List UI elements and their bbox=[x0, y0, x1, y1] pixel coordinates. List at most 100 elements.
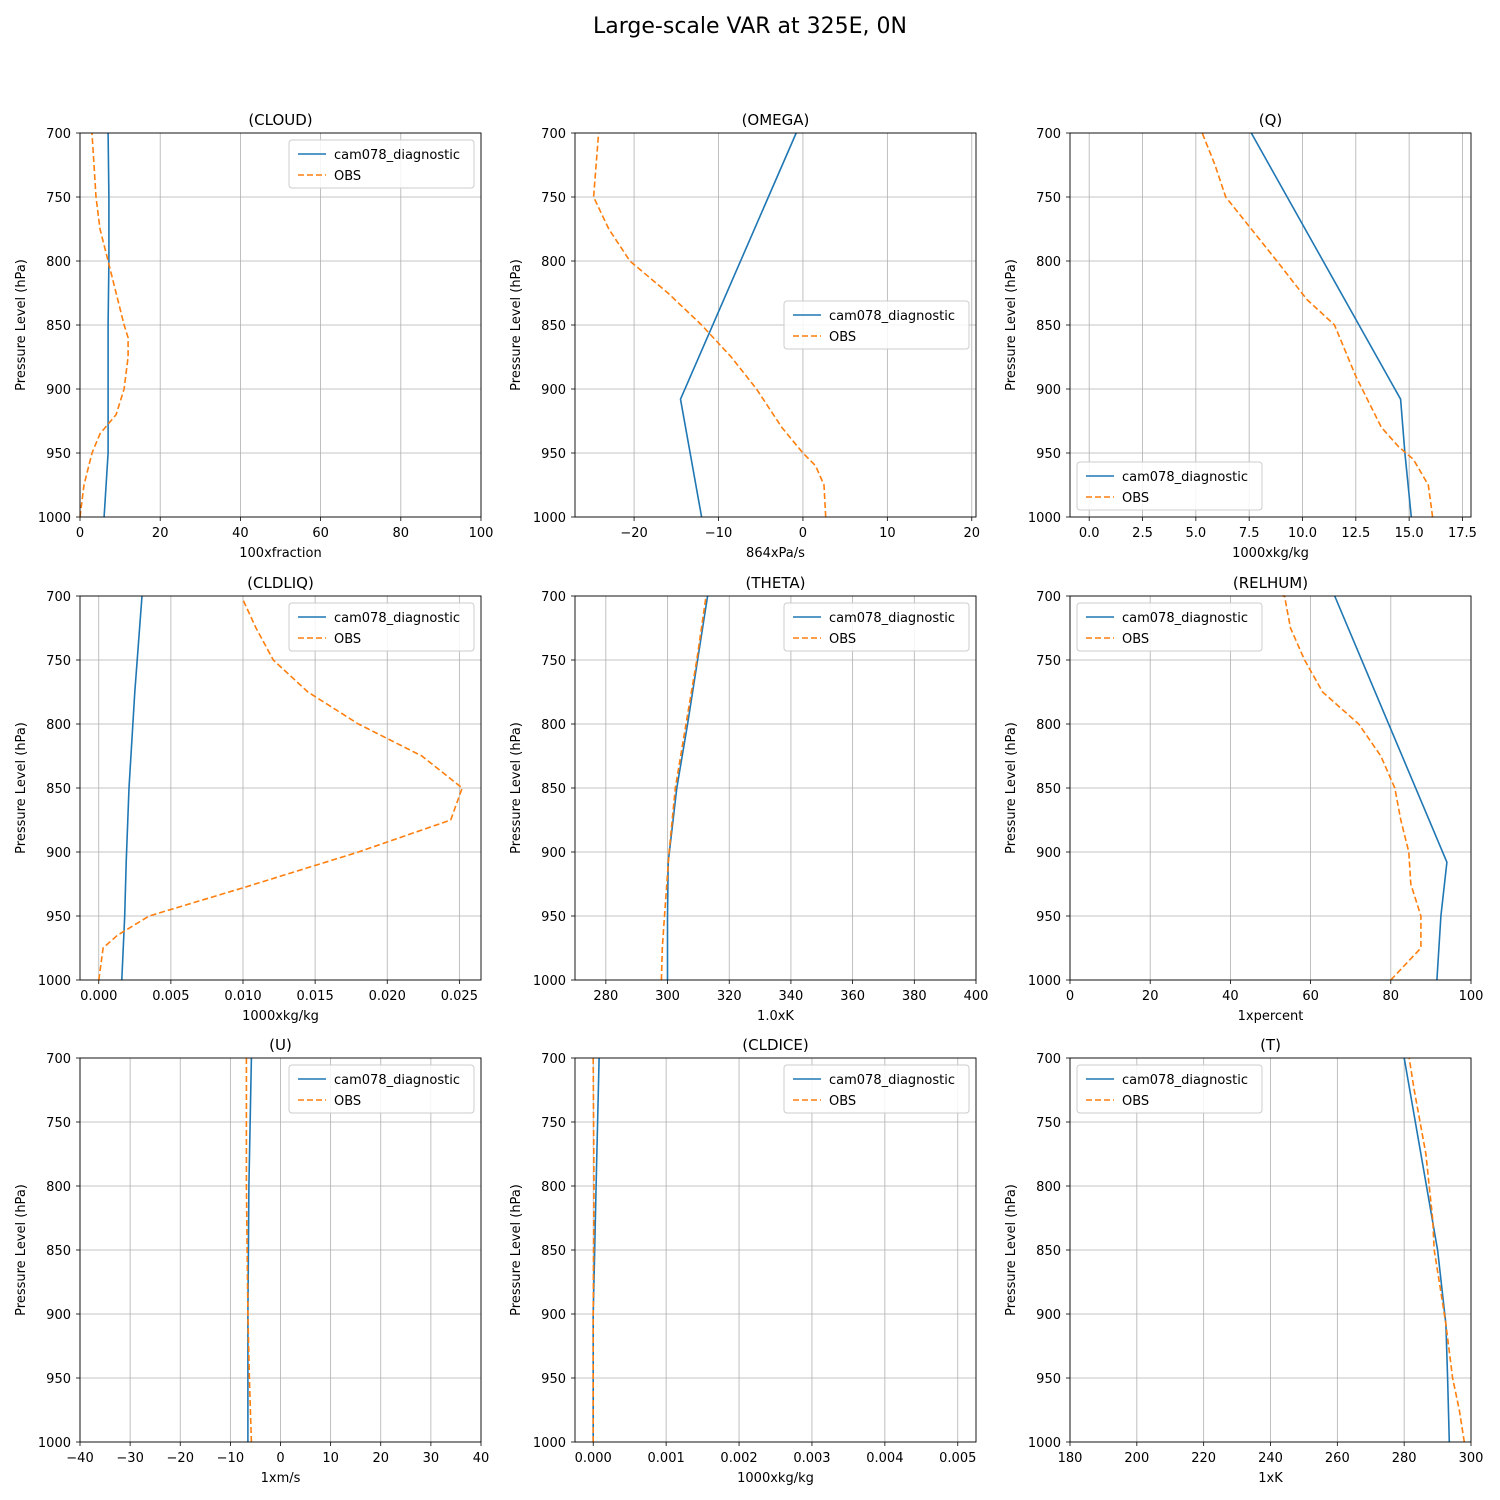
legend-entry: OBS bbox=[1122, 491, 1149, 506]
subplot-u: −40 −30 −20 −10 0 10 20 30 40 700 750 800 850 900 950 1… bbox=[14, 1036, 489, 1486]
y-tick-label: 950 bbox=[541, 447, 566, 462]
legend-entry: cam078_diagnostic bbox=[829, 1073, 955, 1088]
x-tick-label: 5.0 bbox=[1186, 526, 1207, 541]
model-series-line bbox=[121, 595, 143, 981]
y-tick-label: 700 bbox=[1036, 590, 1061, 605]
x-tick-label: 400 bbox=[964, 989, 989, 1004]
legend: cam078_diagnostic OBS bbox=[288, 1064, 475, 1114]
y-tick-label: 1000 bbox=[533, 974, 566, 989]
x-tick-label: 0 bbox=[276, 1451, 284, 1466]
model-series-line bbox=[1250, 132, 1413, 518]
y-tick-label: 800 bbox=[46, 718, 71, 733]
y-tick-label: 850 bbox=[46, 319, 71, 334]
legend-frame bbox=[1076, 461, 1263, 511]
legend-entry: cam078_diagnostic bbox=[829, 611, 955, 626]
x-tick-label: 40 bbox=[232, 526, 249, 541]
x-axis-label: 864xPa/s bbox=[746, 546, 805, 561]
y-tick-label: 700 bbox=[541, 590, 566, 605]
y-tick-label: 1000 bbox=[533, 511, 566, 526]
y-tick-label: 750 bbox=[46, 1116, 71, 1131]
y-tick-label: 900 bbox=[46, 383, 71, 398]
legend-frame bbox=[288, 139, 475, 189]
axes-frame bbox=[1069, 1057, 1472, 1443]
obs-series-line bbox=[592, 132, 827, 518]
x-tick-label: 300 bbox=[655, 989, 680, 1004]
legend-entry: cam078_diagnostic bbox=[334, 1073, 460, 1088]
x-tick-label: 10 bbox=[322, 1451, 339, 1466]
x-tick-label: −10 bbox=[705, 526, 732, 541]
y-axis-label: Pressure Level (hPa) bbox=[509, 722, 524, 854]
y-tick-label: 900 bbox=[541, 1308, 566, 1323]
x-axis-label: 1000xkg/kg bbox=[242, 1009, 319, 1024]
y-tick-label: 900 bbox=[541, 846, 566, 861]
obs-series-line bbox=[592, 1057, 595, 1442]
legend-entry: cam078_diagnostic bbox=[829, 309, 955, 324]
legend-entry: OBS bbox=[334, 169, 361, 184]
y-tick-label: 800 bbox=[46, 255, 71, 270]
x-tick-label: 40 bbox=[1222, 989, 1239, 1004]
x-axis-label: 100xfraction bbox=[239, 546, 321, 561]
y-tick-label: 950 bbox=[1036, 1372, 1061, 1387]
x-tick-label: −40 bbox=[66, 1451, 93, 1466]
y-tick-label: 700 bbox=[1036, 127, 1061, 142]
y-tick-label: 750 bbox=[46, 191, 71, 206]
legend: cam078_diagnostic OBS bbox=[1076, 602, 1263, 652]
x-axis-label: 1.0xK bbox=[757, 1009, 794, 1024]
x-tick-label: 100 bbox=[1459, 989, 1484, 1004]
y-tick-label: 900 bbox=[46, 1308, 71, 1323]
subplot-t: 180 200 220 240 260 280 300 700 750 800 850 900 950 1… bbox=[1004, 1036, 1483, 1486]
x-tick-label: 10.0 bbox=[1288, 526, 1317, 541]
y-axis-label: Pressure Level (hPa) bbox=[1004, 259, 1019, 391]
x-tick-label: 0.004 bbox=[866, 1451, 903, 1466]
obs-series-line bbox=[1201, 132, 1434, 518]
y-tick-label: 700 bbox=[541, 127, 566, 142]
model-series-line bbox=[1333, 595, 1448, 981]
y-axis-label: Pressure Level (hPa) bbox=[509, 1184, 524, 1316]
x-tick-label: 40 bbox=[473, 1451, 490, 1466]
legend: cam078_diagnostic OBS bbox=[783, 300, 970, 350]
y-tick-label: 750 bbox=[1036, 654, 1061, 669]
x-tick-label: 80 bbox=[393, 526, 410, 541]
y-tick-label: 750 bbox=[541, 654, 566, 669]
axes-frame bbox=[574, 595, 977, 981]
x-tick-label: −20 bbox=[620, 526, 647, 541]
y-tick-label: 950 bbox=[46, 1372, 71, 1387]
x-axis-label: 1xK bbox=[1258, 1471, 1283, 1486]
y-tick-label: 750 bbox=[541, 191, 566, 206]
legend-frame bbox=[783, 602, 970, 652]
subplot-title: (T) bbox=[1260, 1036, 1281, 1054]
x-tick-label: 0.003 bbox=[793, 1451, 830, 1466]
subplot-omega: −20 −10 0 10 20 700 750 800 850 900 950 1000 (OMEGA)… bbox=[509, 111, 980, 561]
y-tick-label: 950 bbox=[541, 1372, 566, 1387]
legend-entry: cam078_diagnostic bbox=[334, 611, 460, 626]
y-tick-label: 1000 bbox=[1028, 1436, 1061, 1451]
y-axis-label: Pressure Level (hPa) bbox=[14, 259, 29, 391]
y-tick-label: 800 bbox=[541, 1180, 566, 1195]
legend-frame bbox=[1076, 602, 1263, 652]
legend-frame bbox=[1076, 1064, 1263, 1114]
y-tick-label: 900 bbox=[46, 846, 71, 861]
y-tick-label: 950 bbox=[541, 910, 566, 925]
y-axis-label: Pressure Level (hPa) bbox=[14, 1184, 29, 1316]
subplot-title: (OMEGA) bbox=[742, 111, 810, 129]
y-tick-label: 800 bbox=[541, 718, 566, 733]
x-tick-label: 300 bbox=[1459, 1451, 1484, 1466]
x-tick-label: 0.0 bbox=[1079, 526, 1100, 541]
y-tick-label: 1000 bbox=[38, 511, 71, 526]
x-tick-label: 30 bbox=[423, 1451, 440, 1466]
y-tick-label: 850 bbox=[46, 1244, 71, 1259]
y-tick-label: 950 bbox=[1036, 910, 1061, 925]
model-series-line bbox=[103, 132, 110, 518]
model-series-line bbox=[679, 132, 797, 518]
x-tick-label: 0.001 bbox=[648, 1451, 685, 1466]
subplot-theta: 280 300 320 340 360 380 400 700 750 800 850 900 950 1… bbox=[509, 574, 988, 1024]
axes-frame bbox=[1069, 595, 1472, 981]
x-tick-label: 15.0 bbox=[1395, 526, 1424, 541]
x-axis-label: 1xpercent bbox=[1238, 1009, 1304, 1024]
x-tick-label: 80 bbox=[1383, 989, 1400, 1004]
x-tick-label: 7.5 bbox=[1239, 526, 1260, 541]
obs-series-line bbox=[1282, 595, 1422, 981]
x-tick-label: 0 bbox=[76, 526, 84, 541]
y-tick-label: 800 bbox=[1036, 1180, 1061, 1195]
